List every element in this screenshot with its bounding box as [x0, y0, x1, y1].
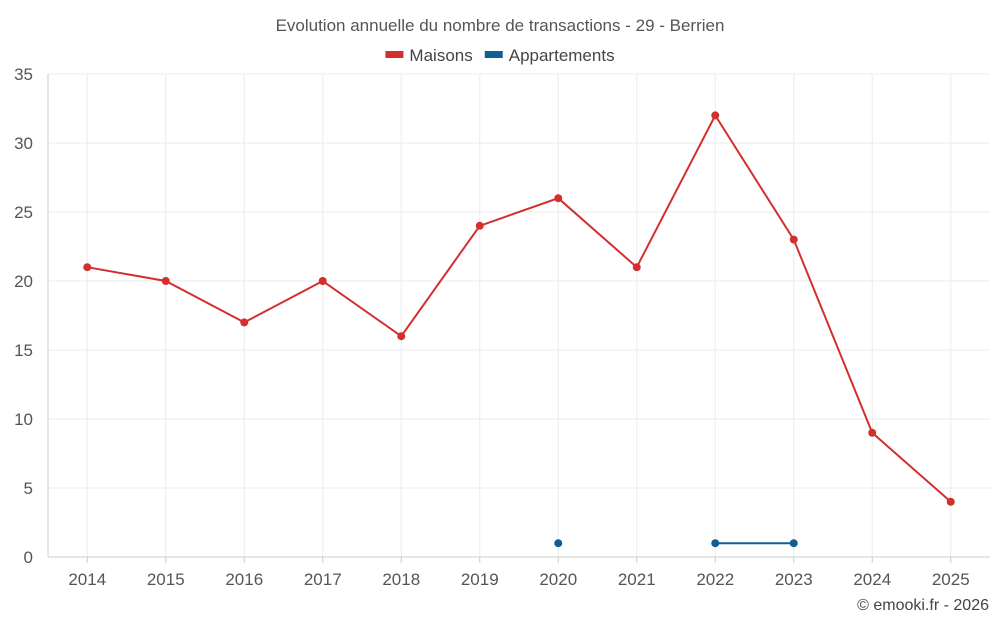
y-tick-label: 10: [14, 410, 33, 429]
y-tick-label: 0: [24, 548, 33, 567]
data-point-maisons[interactable]: [789, 235, 798, 244]
credit-text: © emooki.fr - 2026: [857, 597, 989, 614]
x-tick-label: 2020: [539, 570, 577, 589]
x-tick-label: 2014: [68, 570, 106, 589]
x-tick-label: 2025: [932, 570, 970, 589]
x-tick-label: 2017: [304, 570, 342, 589]
data-point-maisons[interactable]: [83, 263, 92, 272]
y-tick-label: 35: [14, 65, 33, 84]
x-tick-label: 2019: [461, 570, 499, 589]
x-tick-label: 2021: [618, 570, 656, 589]
data-point-appartements[interactable]: [711, 539, 720, 548]
series-layer: [83, 111, 955, 548]
data-point-maisons[interactable]: [868, 428, 877, 437]
x-tick-label: 2018: [382, 570, 420, 589]
series-maisons: [83, 111, 955, 506]
legend: Maisons Appartements: [385, 46, 615, 65]
data-point-maisons[interactable]: [240, 318, 249, 327]
x-tick-label: 2024: [853, 570, 891, 589]
legend-swatch-maisons: [385, 51, 404, 58]
series-line-maisons: [87, 113, 952, 503]
data-point-appartements[interactable]: [554, 539, 563, 548]
grid-lines: [48, 73, 990, 557]
legend-label-maisons[interactable]: Maisons: [409, 46, 472, 65]
y-tick-label: 20: [14, 272, 33, 291]
data-point-maisons[interactable]: [632, 263, 641, 272]
x-tick-label: 2023: [775, 570, 813, 589]
legend-label-appartements[interactable]: Appartements: [509, 46, 615, 65]
y-tick-label: 25: [14, 203, 33, 222]
data-point-maisons[interactable]: [711, 111, 720, 120]
series-appartements: [554, 539, 798, 548]
x-tick-label: 2016: [225, 570, 263, 589]
data-point-maisons[interactable]: [475, 221, 484, 230]
data-point-maisons[interactable]: [554, 194, 563, 203]
data-point-maisons[interactable]: [397, 332, 406, 341]
x-tick-label: 2015: [147, 570, 185, 589]
chart-title: Evolution annuelle du nombre de transact…: [276, 16, 725, 35]
data-point-maisons[interactable]: [318, 277, 327, 285]
data-point-maisons[interactable]: [946, 497, 955, 506]
y-tick-label: 30: [14, 134, 33, 153]
x-tick-label: 2022: [696, 570, 734, 589]
y-tick-label: 5: [24, 479, 33, 498]
data-point-appartements[interactable]: [789, 539, 798, 548]
data-point-maisons[interactable]: [161, 277, 170, 285]
y-tick-label: 15: [14, 341, 33, 360]
legend-swatch-appartements: [484, 51, 503, 58]
